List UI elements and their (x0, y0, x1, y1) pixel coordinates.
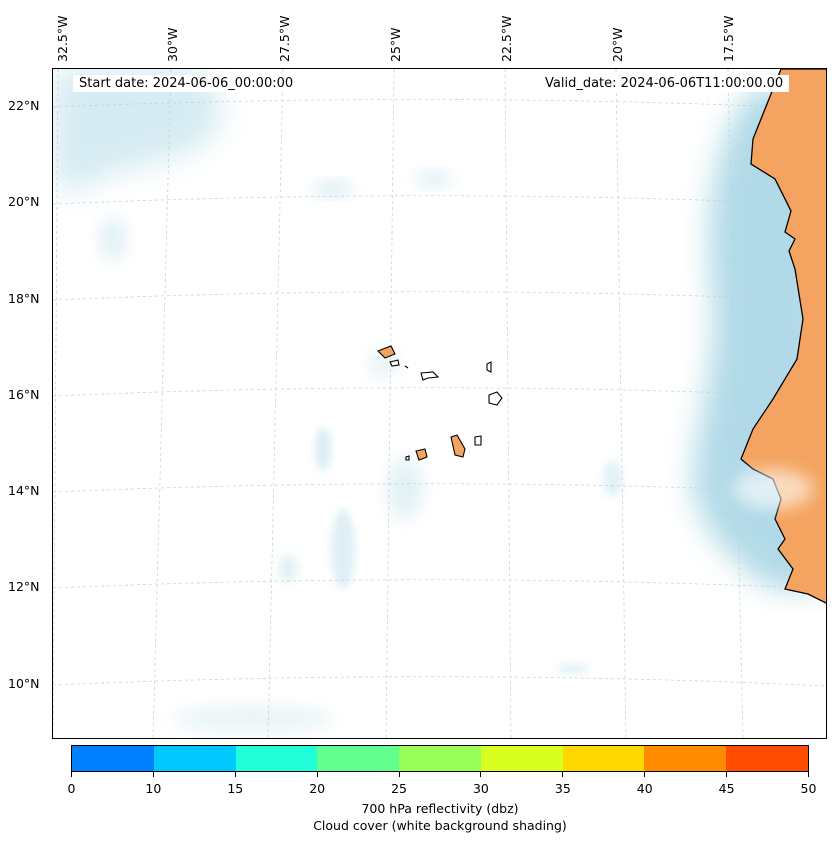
lon-label-22-5w: 22.5°W (499, 15, 514, 62)
lon-label-20w: 20°W (610, 27, 625, 62)
colorbar-segment (153, 746, 236, 771)
cloud-patch (278, 555, 298, 583)
colorbar-segment (644, 746, 727, 771)
parallel-12n (53, 579, 826, 590)
meridian-17-5w (727, 69, 744, 738)
colorbar-tick-label: 25 (391, 781, 407, 796)
cloud-patch (331, 509, 355, 589)
colorbar-tick-label: 50 (800, 781, 817, 796)
graticule (53, 69, 826, 738)
colorbar-segment (235, 746, 318, 771)
island-santiago (450, 434, 466, 458)
lon-label-27-5w: 27.5°W (277, 15, 292, 62)
island-boa-vista (488, 391, 503, 406)
lon-label-17-5w: 17.5°W (721, 15, 736, 62)
parallel-10n (53, 676, 826, 687)
island-sal (486, 361, 492, 373)
parallel-18n (53, 291, 826, 302)
lon-label-30w: 30°W (165, 27, 180, 62)
cloud-patch (315, 427, 331, 471)
colorbar-tick (644, 772, 646, 777)
colorbar-tick-label: 10 (145, 781, 162, 796)
cloud-patch (99, 217, 127, 261)
meridian-32-5w (53, 69, 59, 738)
senegal-light-shading (733, 469, 813, 509)
colorbar-tick-label: 30 (472, 781, 489, 796)
colorbar-tick-label: 45 (718, 781, 735, 796)
colorbar-segment (726, 746, 809, 771)
colorbar-tick (152, 772, 154, 777)
island-brava (405, 455, 410, 461)
lat-label-14n: 14°N (8, 483, 40, 498)
island-sao-nicolau (420, 371, 440, 381)
cloud-northwest (53, 69, 222, 192)
colorbar-tick (234, 772, 236, 777)
lat-label-18n: 18°N (8, 291, 40, 306)
colorbar-segment (562, 746, 645, 771)
parallel-20n (53, 195, 826, 206)
lat-label-12n: 12°N (8, 579, 40, 594)
colorbar-tick (398, 772, 400, 777)
colorbar-tick (71, 772, 72, 777)
island-sao-vicente (389, 359, 400, 367)
lat-label-16n: 16°N (8, 387, 40, 402)
colorbar-label: 700 hPa reflectivity (dbz) (361, 801, 519, 816)
cloud-patch (387, 459, 423, 519)
cape-verde-islands (377, 345, 503, 461)
map-panel (52, 68, 827, 739)
cloud-patch (369, 350, 397, 378)
colorbar-tick (316, 772, 318, 777)
lon-label-32-5w: 32.5°W (55, 15, 70, 62)
island-santa-luzia (404, 365, 409, 369)
colorbar-tick (480, 772, 482, 777)
colorbar-tick-label: 15 (227, 781, 244, 796)
lat-label-10n: 10°N (8, 676, 40, 691)
africa-land (740, 69, 826, 604)
meridian-20w (615, 69, 627, 738)
colorbar-segment (317, 746, 400, 771)
meridian-30w (152, 69, 172, 738)
island-santo-antao (377, 345, 396, 359)
meridian-27-5w (267, 69, 284, 738)
meridian-22-5w (504, 69, 512, 738)
meridian-25w (385, 69, 395, 738)
cloud-patch (603, 461, 623, 497)
colorbar-tick-label: 20 (309, 781, 326, 796)
island-fogo (415, 448, 428, 461)
island-maio (474, 435, 482, 446)
colorbar-segment (399, 746, 481, 771)
colorbar-tick (562, 772, 564, 777)
colorbar-tick-label: 35 (554, 781, 571, 796)
colorbar-segment (72, 746, 154, 771)
cloud-patch (173, 705, 333, 733)
colorbar-tick-label: 40 (636, 781, 653, 796)
map-canvas (53, 69, 826, 738)
start-date-label: Start date: 2024-06-06_00:00:00 (73, 75, 300, 92)
cloud-patch (313, 181, 353, 197)
lon-label-25w: 25°W (388, 27, 403, 62)
lat-label-22n: 22°N (8, 98, 40, 113)
colorbar-tick (726, 772, 728, 777)
cloud-patch (557, 663, 589, 675)
colorbar (71, 745, 809, 772)
colorbar-tick (808, 772, 809, 777)
cloud-patch (415, 171, 451, 187)
colorbar-tick-label: 0 (67, 781, 76, 796)
lat-label-20n: 20°N (8, 194, 40, 209)
colorbar-sublabel: Cloud cover (white background shading) (313, 818, 567, 833)
valid-date-label: Valid_date: 2024-06-06T11:00:00.00 (539, 75, 790, 92)
cloud-cover-shading (53, 69, 826, 733)
colorbar-segment (480, 746, 563, 771)
